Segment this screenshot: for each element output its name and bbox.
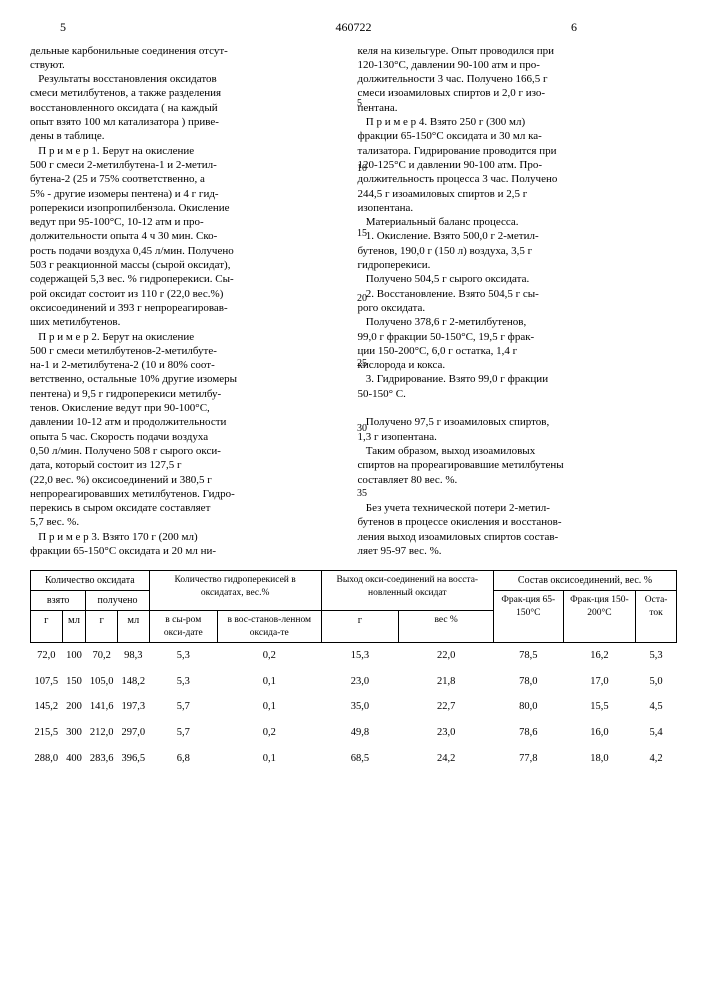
- table-cell: 400: [62, 746, 86, 772]
- table-cell: 68,5: [321, 746, 399, 772]
- table-cell: 145,2: [31, 694, 63, 720]
- table-cell: 0,1: [217, 694, 321, 720]
- table-cell: 21,8: [399, 669, 494, 695]
- table-row: 145,2200141,6197,35,70,135,022,780,015,5…: [31, 694, 677, 720]
- th-taken: взято: [31, 591, 86, 611]
- th-frac2: Фрак-ция 150-200°С: [563, 591, 636, 643]
- th-g: г: [86, 611, 118, 643]
- th-g2: г: [321, 611, 399, 643]
- line-num: 5: [357, 97, 362, 110]
- table-cell: 78,0: [494, 669, 564, 695]
- th-restored: в вос-станов-ленном оксида-те: [217, 611, 321, 643]
- table-cell: 49,8: [321, 720, 399, 746]
- page-num-right: 6: [571, 20, 577, 36]
- th-composition: Состав оксисоединений, вес. %: [494, 571, 677, 591]
- table-cell: 150: [62, 669, 86, 695]
- table-cell: 4,2: [636, 746, 677, 772]
- body-text: 5 10 15 20 25 30 35 дельные карбонильные…: [30, 44, 677, 559]
- table-cell: 5,3: [149, 669, 217, 695]
- table-cell: 5,7: [149, 694, 217, 720]
- page-num-left: 5: [60, 20, 66, 36]
- th-oxidate-qty: Количество оксидата: [31, 571, 150, 591]
- table-cell: 72,0: [31, 642, 63, 668]
- table-cell: 212,0: [86, 720, 118, 746]
- table-cell: 17,0: [563, 669, 636, 695]
- table-cell: 4,5: [636, 694, 677, 720]
- table-row: 215,5300212,0297,05,70,249,823,078,616,0…: [31, 720, 677, 746]
- th-pct: вес %: [399, 611, 494, 643]
- table-cell: 197,3: [118, 694, 150, 720]
- table-row: 288,0400283,6396,56,80,168,524,277,818,0…: [31, 746, 677, 772]
- table-cell: 70,2: [86, 642, 118, 668]
- table-cell: 105,0: [86, 669, 118, 695]
- table-cell: 215,5: [31, 720, 63, 746]
- table-cell: 288,0: [31, 746, 63, 772]
- table-cell: 396,5: [118, 746, 150, 772]
- table-cell: 297,0: [118, 720, 150, 746]
- table-cell: 141,6: [86, 694, 118, 720]
- line-num: 25: [357, 357, 367, 370]
- table-cell: 23,0: [399, 720, 494, 746]
- table-row: 107,5150105,0148,25,30,123,021,878,017,0…: [31, 669, 677, 695]
- table-cell: 77,8: [494, 746, 564, 772]
- table-cell: 6,8: [149, 746, 217, 772]
- table-cell: 80,0: [494, 694, 564, 720]
- th-g: г: [31, 611, 63, 643]
- table-cell: 35,0: [321, 694, 399, 720]
- table-cell: 18,0: [563, 746, 636, 772]
- table-cell: 0,1: [217, 669, 321, 695]
- line-num: 35: [357, 487, 367, 500]
- table-cell: 300: [62, 720, 86, 746]
- table-cell: 5,7: [149, 720, 217, 746]
- th-hydroperoxide: Количество гидроперекисей в оксидатах, в…: [149, 571, 321, 611]
- data-table: Количество оксидата Количество гидропере…: [30, 570, 677, 771]
- table-row: 72,010070,298,35,30,215,322,078,516,25,3: [31, 642, 677, 668]
- th-ml: мл: [118, 611, 150, 643]
- table-cell: 5,3: [149, 642, 217, 668]
- table-cell: 5,0: [636, 669, 677, 695]
- table-cell: 24,2: [399, 746, 494, 772]
- table-cell: 107,5: [31, 669, 63, 695]
- line-num: 10: [357, 162, 367, 175]
- table-cell: 98,3: [118, 642, 150, 668]
- table-cell: 15,5: [563, 694, 636, 720]
- th-ml: мл: [62, 611, 86, 643]
- table-cell: 0,2: [217, 642, 321, 668]
- table-cell: 200: [62, 694, 86, 720]
- table-cell: 15,3: [321, 642, 399, 668]
- column-left: дельные карбонильные соединения отсут- с…: [30, 44, 350, 559]
- page-header: 5 460722 6: [30, 20, 677, 36]
- table-cell: 78,6: [494, 720, 564, 746]
- table-cell: 283,6: [86, 746, 118, 772]
- table-cell: 16,0: [563, 720, 636, 746]
- table-body: 72,010070,298,35,30,215,322,078,516,25,3…: [31, 642, 677, 771]
- table-cell: 148,2: [118, 669, 150, 695]
- line-num: 20: [357, 292, 367, 305]
- th-obtained: получено: [86, 591, 149, 611]
- column-right: келя на кизельгуре. Опыт проводился при …: [358, 44, 678, 559]
- document-number: 460722: [336, 20, 372, 36]
- table-cell: 5,3: [636, 642, 677, 668]
- th-remainder: Оста-ток: [636, 591, 677, 643]
- th-yield: Выход окси-соединений на восста-новленны…: [321, 571, 493, 611]
- table-cell: 23,0: [321, 669, 399, 695]
- table-cell: 0,2: [217, 720, 321, 746]
- line-num: 30: [357, 422, 367, 435]
- th-raw: в сы-ром окси-дате: [149, 611, 217, 643]
- table-cell: 0,1: [217, 746, 321, 772]
- table-cell: 5,4: [636, 720, 677, 746]
- table-cell: 16,2: [563, 642, 636, 668]
- line-num: 15: [357, 227, 367, 240]
- table-cell: 78,5: [494, 642, 564, 668]
- table-cell: 22,7: [399, 694, 494, 720]
- table-cell: 100: [62, 642, 86, 668]
- th-frac1: Фрак-ция 65-150°С: [494, 591, 564, 643]
- table-cell: 22,0: [399, 642, 494, 668]
